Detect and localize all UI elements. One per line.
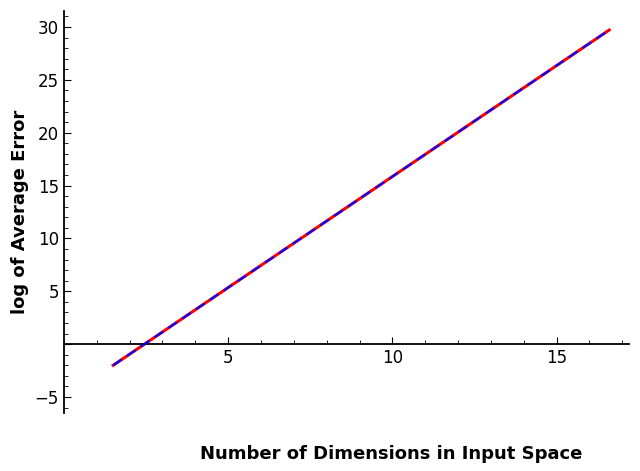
Y-axis label: log of Average Error: log of Average Error: [11, 110, 29, 314]
X-axis label: Number of Dimensions in Input Space: Number of Dimensions in Input Space: [200, 445, 583, 463]
